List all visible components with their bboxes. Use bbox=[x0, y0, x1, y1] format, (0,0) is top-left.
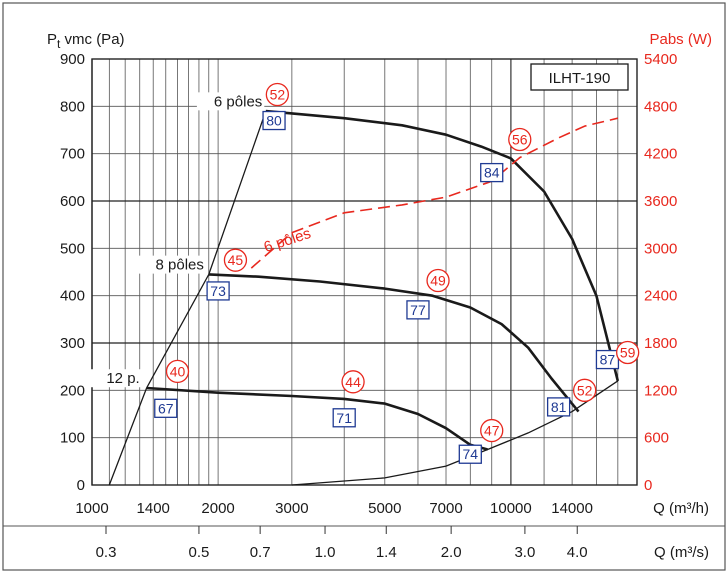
y-tick-label: 700 bbox=[60, 146, 85, 163]
efficiency-label: 77 bbox=[410, 302, 426, 318]
x2-tick-label: 3.0 bbox=[514, 544, 535, 561]
fan-curve-line bbox=[265, 109, 620, 382]
efficiency-label: 81 bbox=[551, 399, 567, 415]
y-tick-label: 600 bbox=[60, 193, 85, 210]
efficiency-box bbox=[154, 398, 178, 418]
curve-label: 12 p. bbox=[106, 370, 139, 387]
efficiency-label: 84 bbox=[484, 165, 500, 181]
efficiency-box bbox=[262, 110, 286, 131]
y-tick-label: 0 bbox=[77, 477, 85, 494]
y-tick-label: 200 bbox=[60, 382, 85, 399]
curve-label: 6 pôles bbox=[214, 93, 262, 110]
sound-circle bbox=[165, 359, 190, 384]
efficiency-label: 80 bbox=[266, 113, 282, 129]
x2-tick-label: 0.7 bbox=[250, 544, 271, 561]
sound-circle bbox=[573, 378, 597, 402]
sound-label: 52 bbox=[270, 87, 286, 103]
x-tick-label: 14000 bbox=[551, 500, 593, 517]
y2-tick-label: 3600 bbox=[644, 193, 677, 210]
curve-label: 8 pôles bbox=[156, 257, 204, 274]
sound-label: 40 bbox=[170, 363, 186, 379]
sound-label: 59 bbox=[620, 344, 636, 360]
x-tick-label: 10000 bbox=[490, 500, 532, 517]
y-tick-label: 300 bbox=[60, 335, 85, 352]
y-axis-title: Pt vmc (Pa) bbox=[47, 31, 125, 51]
curve-label-bg bbox=[90, 369, 142, 388]
power-curve-line bbox=[250, 117, 618, 269]
y2-tick-label: 600 bbox=[644, 430, 669, 447]
y2-tick-label: 1800 bbox=[644, 335, 677, 352]
x-tick-label: 7000 bbox=[429, 500, 462, 517]
sound-label: 56 bbox=[512, 131, 528, 147]
x-tick-label: 1400 bbox=[137, 500, 170, 517]
model-box bbox=[530, 63, 629, 91]
sound-circle bbox=[426, 268, 450, 293]
x2-tick-label: 0.3 bbox=[96, 544, 117, 561]
y-tick-label: 800 bbox=[60, 98, 85, 115]
sound-label: 47 bbox=[484, 423, 500, 439]
curve-label-bg bbox=[138, 255, 206, 274]
model-label: ILHT-190 bbox=[549, 70, 611, 87]
sound-circle bbox=[223, 248, 248, 272]
fan-curve-line bbox=[208, 273, 580, 413]
y2-tick-label: 3000 bbox=[644, 240, 677, 257]
y-tick-label: 100 bbox=[60, 430, 85, 447]
x-axis-title: Q (m³/h) bbox=[653, 500, 709, 517]
x2-tick-label: 1.4 bbox=[376, 544, 397, 561]
y2-tick-label: 0 bbox=[644, 477, 652, 494]
efficiency-box bbox=[332, 408, 356, 428]
x2-tick-label: 2.0 bbox=[441, 544, 462, 561]
system-line bbox=[108, 110, 267, 486]
x-tick-label: 1000 bbox=[75, 500, 108, 517]
sound-label: 52 bbox=[577, 382, 593, 398]
sound-label: 45 bbox=[228, 252, 244, 268]
y2-tick-label: 4800 bbox=[644, 98, 677, 115]
x2-tick-label: 0.5 bbox=[189, 544, 210, 561]
efficiency-box bbox=[480, 162, 504, 183]
efficiency-label: 74 bbox=[463, 446, 479, 462]
x-tick-label: 2000 bbox=[201, 500, 234, 517]
x2-axis-title: Q (m³/s) bbox=[654, 544, 709, 561]
x-tick-label: 5000 bbox=[368, 500, 401, 517]
y2-tick-label: 4200 bbox=[644, 146, 677, 163]
efficiency-box bbox=[546, 397, 571, 417]
sound-circle bbox=[265, 82, 290, 107]
y-tick-label: 900 bbox=[60, 51, 85, 68]
sound-circle bbox=[616, 340, 640, 365]
efficiency-label: 71 bbox=[336, 410, 352, 426]
plot-frame bbox=[91, 58, 638, 486]
sound-circle bbox=[508, 127, 532, 152]
sound-circle bbox=[341, 370, 365, 394]
y-tick-label: 400 bbox=[60, 288, 85, 305]
efficiency-box bbox=[406, 300, 430, 320]
x2-tick-label: 4.0 bbox=[567, 544, 588, 561]
y-tick-label: 500 bbox=[60, 240, 85, 257]
sound-label: 49 bbox=[430, 273, 446, 289]
sound-label: 44 bbox=[345, 374, 361, 390]
x-tick-label: 3000 bbox=[275, 500, 308, 517]
x2-tick-label: 1.0 bbox=[315, 544, 336, 561]
fan-curve-line bbox=[146, 386, 488, 451]
efficiency-box bbox=[206, 281, 230, 301]
curve-label-bg bbox=[196, 92, 265, 111]
efficiency-label: 73 bbox=[210, 283, 226, 299]
sound-circle bbox=[480, 418, 504, 443]
y2-axis-title: Pabs (W) bbox=[649, 31, 712, 48]
y2-tick-label: 5400 bbox=[644, 51, 677, 68]
efficiency-label: 87 bbox=[600, 352, 616, 368]
y2-tick-label: 1200 bbox=[644, 382, 677, 399]
efficiency-label: 67 bbox=[158, 400, 174, 416]
y2-tick-label: 2400 bbox=[644, 288, 677, 305]
efficiency-box bbox=[458, 444, 482, 464]
